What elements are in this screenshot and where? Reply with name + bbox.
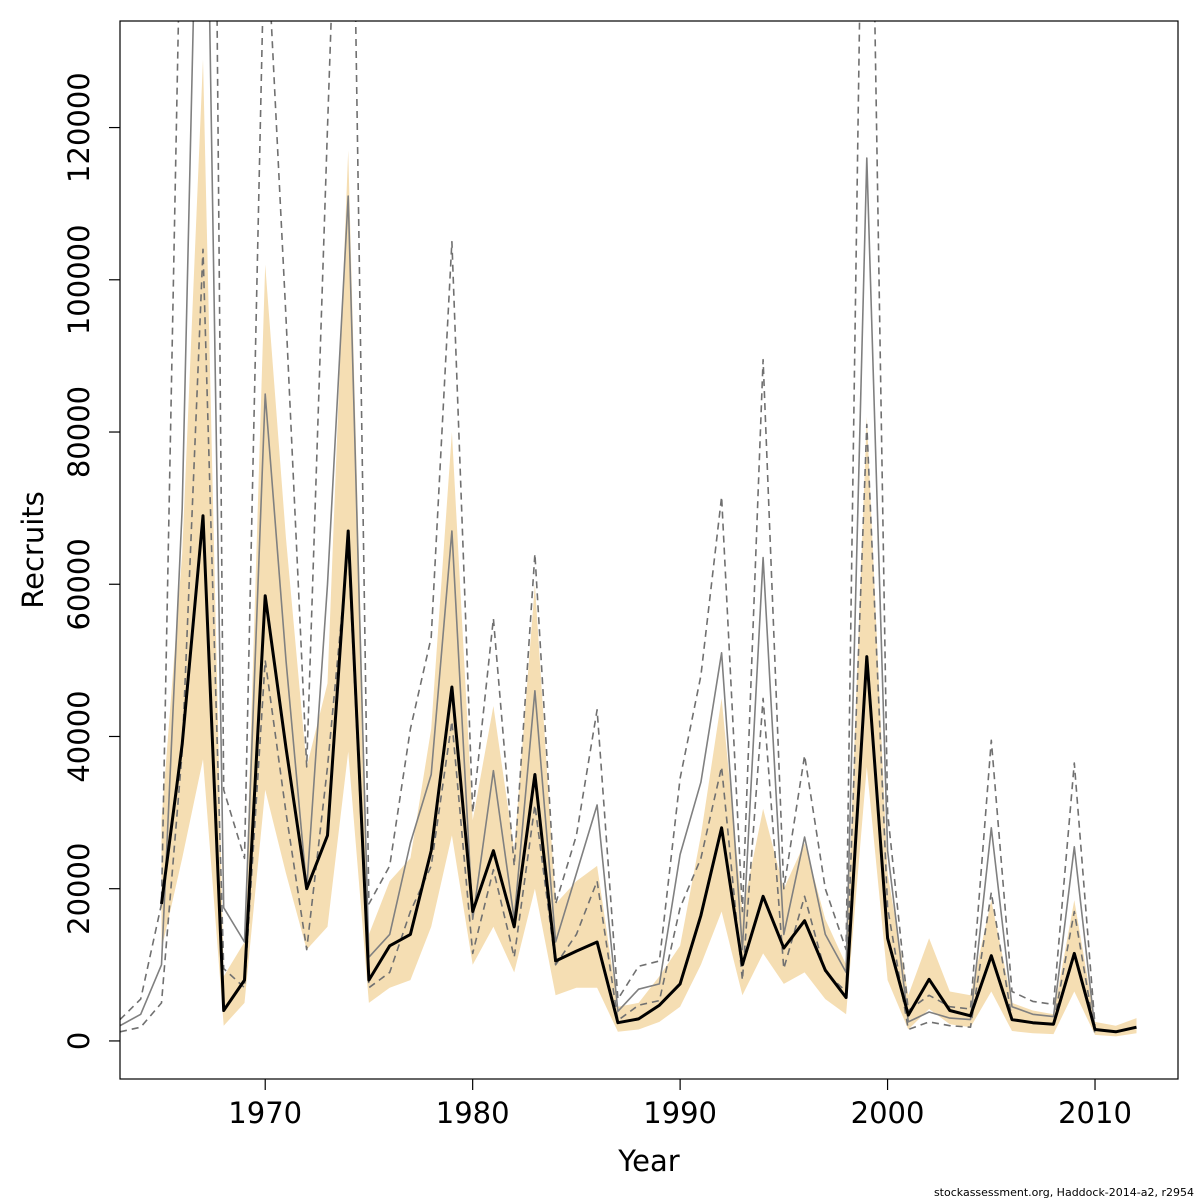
x-tick-label: 1980 xyxy=(436,1096,510,1130)
x-tick-label: 2010 xyxy=(1058,1096,1132,1130)
y-tick-label: 120000 xyxy=(62,72,96,183)
previous-upper-ci-line xyxy=(120,21,1096,1026)
y-tick-label: 100000 xyxy=(62,224,96,335)
plot-frame xyxy=(119,20,1179,1080)
x-tick-label: 1990 xyxy=(643,1096,717,1130)
y-tick-label: 0 xyxy=(62,1032,96,1050)
y-tick-label: 20000 xyxy=(62,843,96,935)
previous-lower-ci-line xyxy=(120,248,1096,1035)
previous-estimate-line xyxy=(120,21,1096,1030)
x-tick-label: 1970 xyxy=(228,1096,302,1130)
y-tick-label: 80000 xyxy=(62,386,96,478)
y-axis-title: Recruits xyxy=(16,491,50,608)
y-tick-label: 60000 xyxy=(62,538,96,630)
x-tick-label: 2000 xyxy=(851,1096,925,1130)
estimate-line xyxy=(160,514,1137,1034)
confidence-band xyxy=(161,59,1137,1037)
y-tick-label: 40000 xyxy=(62,690,96,782)
x-axis-title: Year xyxy=(617,1144,679,1178)
credit-text: stockassessment.org, Haddock-2014-a2, r2… xyxy=(934,1186,1194,1199)
